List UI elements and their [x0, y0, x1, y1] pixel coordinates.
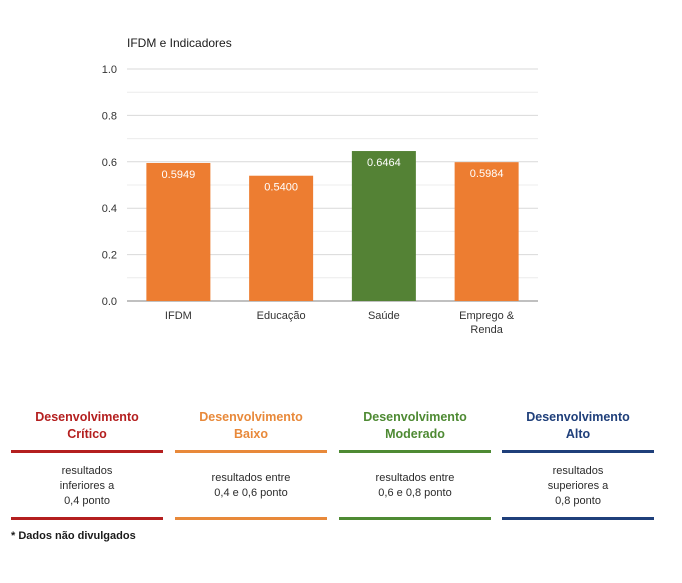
legend-title: Desenvolvimento Alto [502, 409, 654, 443]
legend-rule-top [339, 450, 491, 453]
bar-value-label: 0.5984 [470, 168, 504, 180]
bar [146, 162, 211, 301]
legend-rule-bottom [339, 517, 491, 520]
y-axis: 0.0 0.2 0.4 0.6 0.8 1.0 [102, 64, 117, 308]
legend-item: Desenvolvimento Baixo resultados entre 0,4 … [175, 409, 327, 524]
legend-description-line: 0,6 e 0,8 ponto [378, 487, 452, 499]
y-tick-label: 1.0 [102, 64, 117, 76]
legend-rule-bottom [175, 517, 327, 520]
legend-description-line: resultados [552, 465, 604, 477]
bar-value-label: 0.6464 [367, 157, 401, 169]
legend-title: Desenvolvimento Crítico [11, 409, 163, 443]
legend-title-line: Desenvolvimento [35, 410, 139, 424]
x-tick-label: Saúde [368, 310, 400, 322]
legend-description-line: resultados entre [375, 472, 455, 484]
legend-title: Desenvolvimento Moderado [339, 409, 491, 443]
legend-item: Desenvolvimento Alto resultados superiores … [502, 409, 654, 524]
legend-description-line: resultados [61, 465, 113, 477]
legend-title-line: Crítico [67, 427, 107, 441]
legend-description: resultados inferiores a 0,4 ponto [17, 464, 157, 509]
x-tick-label: Emprego & Renda [459, 310, 515, 336]
legend-rule-bottom [502, 517, 654, 520]
bar [249, 175, 314, 301]
legend-title: Desenvolvimento Baixo [175, 409, 327, 443]
y-tick-label: 0.8 [102, 110, 117, 122]
legend-rule-bottom [11, 517, 163, 520]
bars: 0.5949 0.5400 0.6464 0.5984 [146, 151, 519, 301]
legend-description-line: 0,8 ponto [555, 495, 601, 507]
footnote: * Dados não divulgados [11, 530, 136, 542]
bar [454, 162, 519, 301]
legend-rule-top [502, 450, 654, 453]
y-tick-label: 0.4 [102, 203, 117, 215]
legend-item: Desenvolvimento Moderado resultados entre 0… [339, 409, 491, 524]
legend-description-line: superiores a [547, 480, 609, 492]
y-tick-label: 0.6 [102, 157, 117, 169]
legend-description-line: inferiores a [59, 480, 115, 492]
legend-rule-top [11, 450, 163, 453]
bar-value-label: 0.5400 [264, 182, 298, 194]
x-tick-label: Educação [257, 310, 306, 322]
legend-description-line: 0,4 e 0,6 ponto [214, 487, 288, 499]
legend-title-line: Desenvolvimento [199, 410, 303, 424]
legend-description-line: 0,4 ponto [64, 495, 110, 507]
x-tick-label: IFDM [165, 310, 192, 322]
bar [351, 151, 416, 301]
legend-title-line: Alto [565, 427, 591, 441]
chart: IFDM e Indicadores 0.0 0.2 0.4 0.6 0.8 1.0 0.… [102, 36, 538, 336]
x-axis: IFDM Educação Saúde Emprego & Renda [165, 310, 515, 336]
legend-description: resultados entre 0,6 e 0,8 ponto [345, 471, 485, 501]
legend-title-line: Baixo [233, 427, 269, 441]
legend-title-line: Moderado [385, 427, 445, 441]
chart-title: IFDM e Indicadores [127, 36, 232, 50]
legend-description: resultados superiores a 0,8 ponto [508, 464, 648, 509]
legend-description-line: resultados entre [211, 472, 291, 484]
y-tick-label: 0.2 [102, 250, 117, 262]
legend-description: resultados entre 0,4 e 0,6 ponto [181, 471, 321, 501]
legend-title-line: Desenvolvimento [363, 410, 467, 424]
legend-rule-top [175, 450, 327, 453]
bar-value-label: 0.5949 [162, 169, 196, 181]
legend-item: Desenvolvimento Crítico resultados inferior… [11, 409, 163, 524]
legend-title-line: Desenvolvimento [526, 410, 630, 424]
y-tick-label: 0.0 [102, 296, 117, 308]
